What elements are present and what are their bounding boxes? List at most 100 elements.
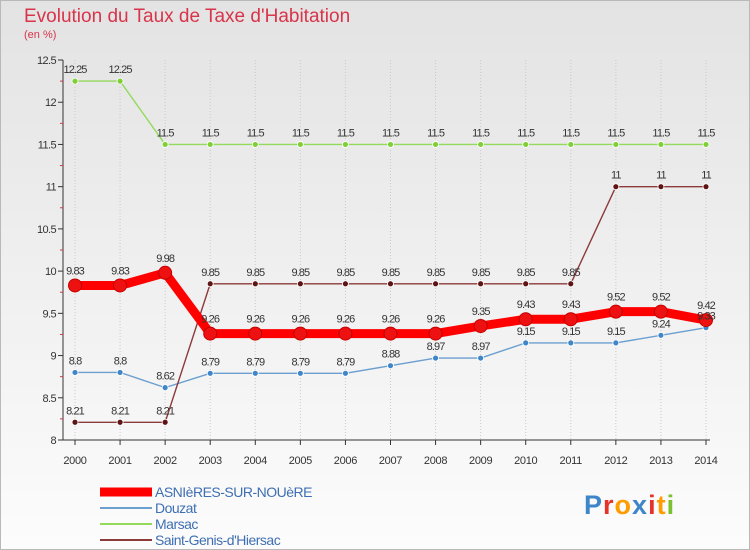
legend-label: Douzat [155, 500, 197, 516]
data-label: 9.26 [201, 314, 220, 326]
data-label: 9.85 [246, 267, 265, 279]
data-point [161, 418, 169, 426]
y-tick-label: 12 [45, 97, 57, 109]
logo-letter: i [648, 490, 657, 520]
data-point [428, 326, 443, 341]
data-point [567, 280, 575, 288]
data-label: 8.62 [156, 371, 175, 383]
data-point [653, 304, 668, 319]
data-point [432, 280, 439, 288]
series-layer [68, 77, 713, 426]
x-tick-label: 2011 [560, 455, 583, 467]
data-point [71, 77, 79, 85]
grid [74, 60, 707, 440]
data-point [612, 183, 620, 191]
data-point [387, 362, 394, 370]
data-label: 9.35 [472, 306, 491, 318]
data-label: 8.97 [427, 341, 446, 353]
y-axis-ticks: 8 8.5 9 9.5 10 10.5 11 11.5 12 12.5 [37, 55, 63, 447]
data-point [206, 369, 214, 377]
logo-letter: o [614, 490, 633, 520]
data-point [296, 280, 304, 288]
data-label: 11 [656, 170, 666, 182]
logo-letter: r [603, 490, 615, 520]
data-label: 9.85 [427, 267, 446, 279]
data-label: 8.79 [201, 356, 220, 368]
x-tick-label: 2010 [514, 455, 537, 467]
data-label: 8.79 [291, 356, 310, 368]
data-label: 11.5 [607, 127, 625, 139]
y-tick-label: 9.5 [43, 308, 57, 320]
legend-label: ASNIèRES-SUR-NOUèRE [155, 484, 312, 500]
data-label: 9.85 [472, 267, 491, 279]
logo-letter: t [656, 490, 667, 520]
x-tick-label: 2004 [244, 455, 267, 467]
data-label: 9.15 [607, 326, 626, 338]
data-point [251, 280, 259, 288]
data-point [612, 141, 620, 148]
data-label: 9.15 [517, 326, 536, 338]
y-tick-label: 10 [45, 266, 57, 278]
data-label: 8.79 [246, 356, 265, 368]
data-label: 9.26 [291, 314, 310, 326]
data-label: 11.5 [698, 127, 716, 139]
x-tick-label: 2007 [379, 455, 402, 467]
data-point [387, 280, 394, 288]
data-label: 11.5 [517, 127, 535, 139]
data-point [702, 183, 710, 191]
data-label: 11.5 [427, 127, 445, 139]
data-point [251, 369, 259, 377]
data-point [161, 384, 169, 392]
data-point [338, 326, 353, 341]
data-point [612, 339, 620, 347]
data-point [473, 319, 488, 333]
legend-label: Marsac [155, 516, 198, 532]
data-point [71, 369, 79, 376]
y-tick-label: 9 [50, 351, 56, 363]
data-label: 9.43 [517, 299, 536, 311]
data-point [116, 418, 124, 426]
data-point [158, 265, 173, 280]
data-label: 11.5 [247, 127, 265, 139]
data-point [432, 354, 439, 362]
x-tick-label: 2000 [63, 455, 86, 467]
data-label: 11.5 [202, 127, 220, 139]
data-label: 9.98 [156, 253, 175, 265]
data-label: 9.83 [66, 265, 85, 277]
data-point [248, 326, 263, 341]
data-label: 11.5 [562, 127, 580, 139]
data-label: 9.52 [652, 292, 671, 304]
legend: ASNIèRES-SUR-NOUèREDouzatMarsacSaint-Gen… [100, 484, 313, 548]
data-point [567, 141, 575, 148]
y-tick-label: 12.5 [37, 55, 56, 67]
y-tick-label: 10.5 [37, 224, 56, 236]
data-label: 8.97 [472, 341, 491, 353]
x-axis-ticks: 2000 2001 2002 2003 2004 2005 2006 2007 2008 2009… [63, 440, 718, 467]
data-label: 9.26 [382, 314, 401, 326]
data-label: 11.5 [292, 127, 310, 139]
data-label: 9.85 [291, 267, 310, 279]
logo-letter: i [666, 490, 676, 520]
data-point [522, 141, 530, 148]
data-point [342, 369, 349, 377]
data-label: 8.8 [69, 355, 82, 367]
data-label: 9.26 [246, 314, 265, 326]
data-label: 11 [611, 170, 621, 182]
data-label: 9.33 [697, 311, 716, 323]
data-point [702, 141, 710, 148]
data-point [206, 280, 214, 288]
data-point [342, 141, 349, 148]
data-point [68, 278, 82, 293]
data-label: 9.42 [697, 300, 716, 312]
x-tick-label: 2009 [469, 455, 492, 467]
data-label: 8.79 [337, 356, 356, 368]
data-label: 11.5 [472, 127, 490, 139]
data-label: 9.24 [652, 318, 671, 330]
x-tick-label: 2003 [199, 455, 222, 467]
data-point [567, 339, 575, 347]
data-point [522, 339, 530, 347]
x-tick-label: 2002 [154, 455, 177, 467]
data-label: 9.83 [111, 265, 130, 277]
data-point [699, 313, 713, 328]
data-point [387, 141, 394, 148]
